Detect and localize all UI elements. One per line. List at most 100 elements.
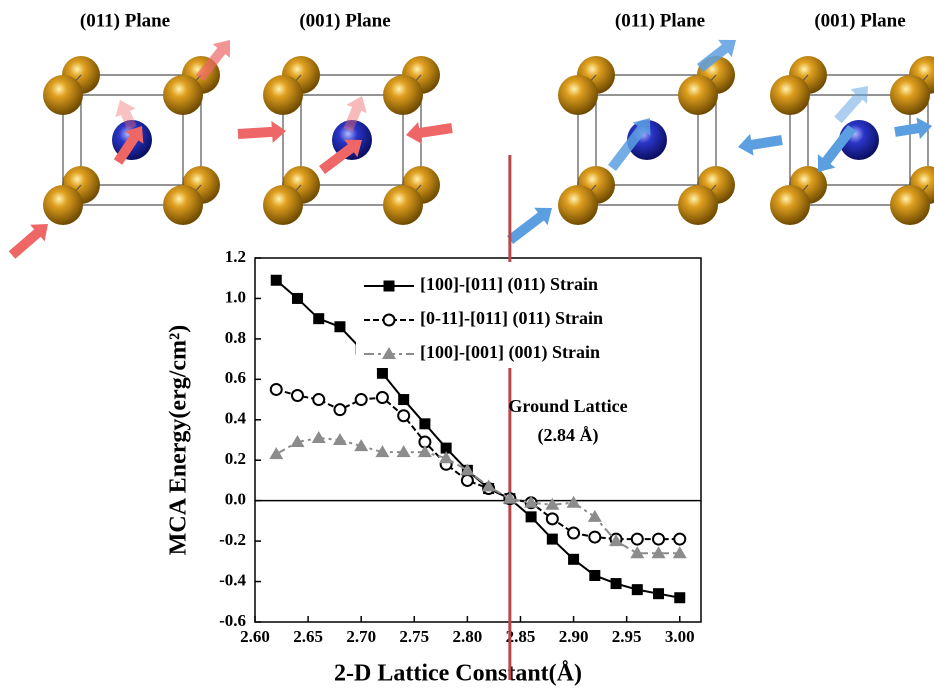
y-tick-label: -0.2: [219, 530, 246, 549]
square-marker: [419, 418, 431, 430]
gold-atom: [678, 185, 718, 225]
triangle-marker: [630, 546, 645, 559]
y-tick-label: 0.0: [225, 490, 246, 509]
triangle-marker: [545, 497, 560, 510]
triangle-marker: [269, 447, 284, 460]
gold-atom: [163, 75, 203, 115]
square-marker: [376, 367, 388, 379]
y-tick-label: 0.4: [225, 409, 247, 428]
triangle-marker: [672, 546, 687, 559]
triangle-marker: [566, 495, 581, 508]
square-marker: [313, 313, 325, 325]
gold-atom: [890, 75, 930, 115]
annotation: Ground Lattice: [508, 396, 627, 416]
x-tick-label: 2.95: [612, 627, 642, 646]
x-tick-label: 2.85: [506, 627, 536, 646]
gold-atom: [770, 185, 810, 225]
triangle-marker: [396, 445, 411, 458]
circle-marker: [290, 389, 304, 403]
triangle-marker: [609, 534, 624, 547]
panel-title: (011) Plane: [80, 10, 170, 31]
gold-atom: [558, 75, 598, 115]
gold-atom: [383, 75, 423, 115]
circle-marker: [397, 409, 411, 423]
arrow: [113, 126, 144, 165]
circle-marker: [354, 393, 368, 407]
arrow: [506, 207, 552, 244]
square-marker: [440, 442, 452, 454]
square-marker: [674, 592, 686, 604]
legend-marker: [383, 280, 395, 292]
legend-marker: [382, 347, 396, 359]
illustrations: (011) Plane (001) Plane (011) Plane (001) P…: [8, 10, 934, 259]
triangle-marker: [354, 439, 369, 452]
arrow: [115, 100, 137, 130]
panel-title: (011) Plane: [615, 10, 705, 31]
circle-marker: [630, 532, 644, 546]
triangle-marker: [439, 451, 454, 464]
circle-marker: [375, 391, 389, 405]
legend-box: [356, 262, 696, 368]
gold-atom: [678, 75, 718, 115]
arrow: [834, 86, 868, 124]
square-marker: [568, 553, 580, 565]
crystal-panel: (001) Plane: [237, 10, 453, 225]
square-marker: [270, 274, 282, 286]
circle-marker: [269, 382, 283, 396]
square-marker: [398, 394, 410, 406]
x-tick-label: 2.75: [399, 627, 429, 646]
x-axis-label: 2-D Lattice Constant(Å): [334, 661, 582, 687]
arrow: [817, 124, 856, 172]
y-tick-label: 0.6: [225, 368, 246, 387]
series: [269, 430, 687, 559]
circle-marker: [652, 532, 666, 546]
plot-frame: [254, 257, 702, 623]
y-axis-label: MCA Energy(erg/cm²): [166, 325, 192, 555]
legend-label: [100]-[011] (011) Strain: [420, 274, 598, 295]
triangle-marker: [417, 445, 432, 458]
y-tick-label: -0.6: [219, 611, 246, 630]
triangle-marker: [502, 491, 517, 504]
gold-atom: [43, 185, 83, 225]
crystal-panel: (011) Plane: [506, 10, 736, 244]
triangle-marker: [311, 430, 326, 443]
x-tick-label: 3.00: [665, 627, 695, 646]
square-marker: [610, 578, 622, 590]
crystal-panel: (001) Plane: [738, 10, 934, 225]
triangle-marker: [460, 463, 475, 476]
triangle-marker: [481, 479, 496, 492]
y-tick-label: 1.0: [225, 287, 246, 306]
x-tick-label: 2.80: [453, 627, 483, 646]
square-marker: [653, 588, 665, 600]
legend-label: [0-11]-[011] (011) Strain: [420, 308, 603, 329]
legend: [100]-[011] (011) Strain [0-11]-[011] (01…: [356, 262, 696, 368]
x-tick-label: 2.70: [346, 627, 376, 646]
legend-label: [100]-[001] (001) Strain: [420, 342, 600, 363]
arrow: [237, 120, 286, 143]
gold-atom: [263, 185, 303, 225]
gold-atom: [890, 185, 930, 225]
square-marker: [291, 292, 303, 304]
circle-marker: [333, 403, 347, 417]
legend-marker: [382, 313, 396, 327]
gold-atom: [263, 75, 303, 115]
x-tick-label: 2.90: [559, 627, 589, 646]
x-tick-label: 2.60: [240, 627, 270, 646]
arrow: [894, 117, 932, 140]
triangle-marker: [587, 509, 602, 522]
arrow: [196, 40, 230, 82]
square-marker: [334, 321, 346, 333]
y-tick-label: 0.2: [225, 449, 246, 468]
y-tick-label: -0.4: [219, 570, 246, 589]
crystal-panel: (011) Plane: [8, 10, 230, 259]
y-tick-label: 1.2: [225, 247, 246, 266]
circle-marker: [545, 512, 559, 526]
plot: 2.60 2.65 2.70 2.75 2.80 2.85 2.90 2.95 3.00 -0.6…: [166, 155, 702, 687]
gold-atom: [770, 75, 810, 115]
triangle-marker: [524, 495, 539, 508]
circle-marker: [588, 530, 602, 544]
arrow: [738, 133, 783, 156]
circle-marker: [567, 526, 581, 540]
y-tick-label: 0.8: [225, 328, 246, 347]
